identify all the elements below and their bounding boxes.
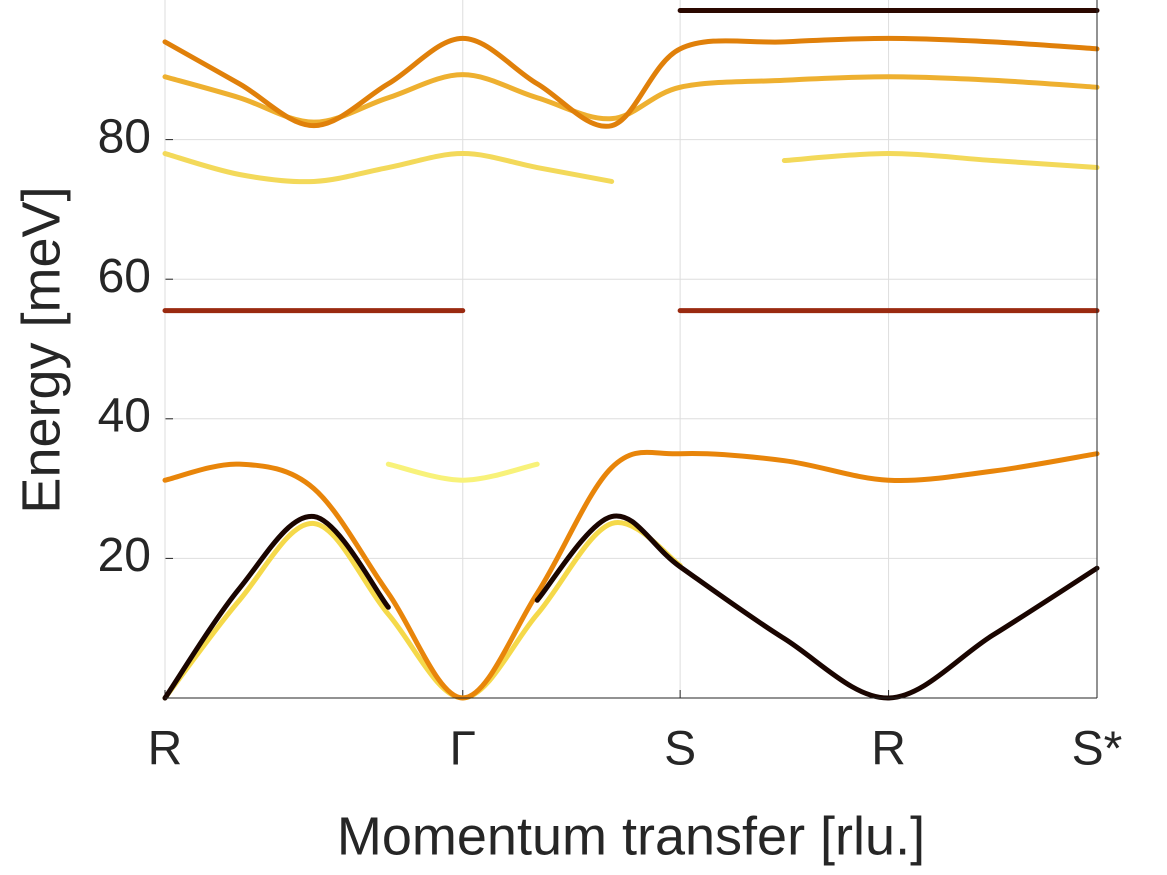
y-tick-label: 40 [98, 389, 151, 442]
dispersion-branch [162, 449, 1100, 701]
dispersion-branch [162, 35, 1100, 129]
x-tick-label: R [148, 723, 183, 776]
y-tick-label: 20 [98, 529, 151, 582]
dispersion-branch [162, 151, 1100, 185]
y-tick-label: 80 [98, 110, 151, 163]
x-tick-label: S* [1072, 723, 1123, 776]
x-tick-label: S [664, 723, 696, 776]
x-tick-label: Γ [450, 723, 476, 776]
dispersion-branch [162, 72, 1100, 125]
y-tick-label: 60 [98, 250, 151, 303]
x-tick-label: R [871, 723, 906, 776]
dispersion-branch [162, 520, 683, 701]
y-axis-label: Energy [meV] [11, 186, 71, 513]
dispersion-branch [385, 461, 540, 483]
x-axis-label: Momentum transfer [rlu.] [337, 806, 925, 866]
dispersion-branch [162, 513, 1100, 701]
